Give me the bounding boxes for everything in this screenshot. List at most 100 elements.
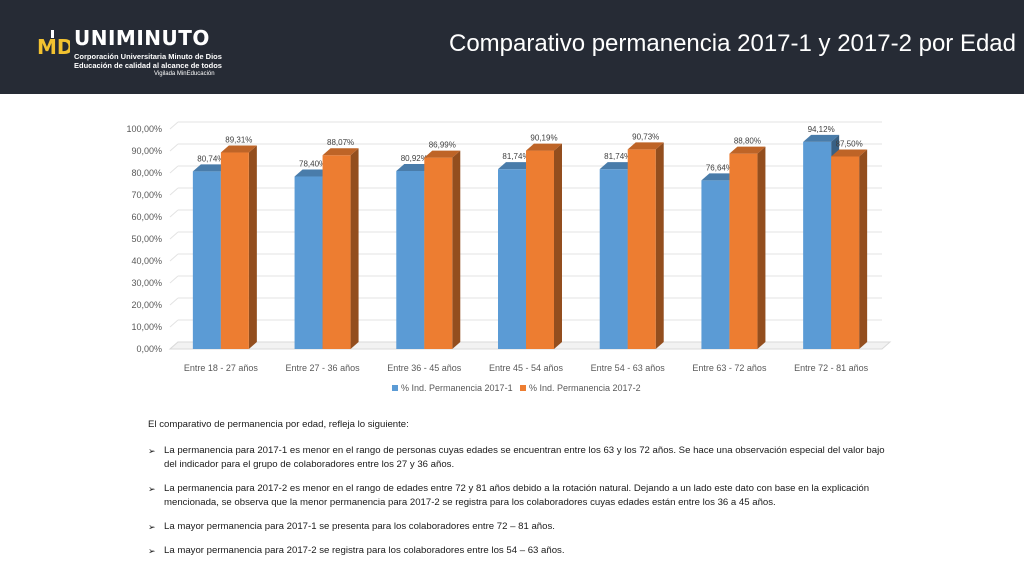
bar-top [729,146,766,154]
data-label: 81,74% [502,152,529,161]
gridline-side [169,121,179,130]
logo-tagline-3: Vigilada MinEducación [154,71,215,77]
x-tick-label: Entre 72 - 81 años [794,363,869,373]
bar-top [803,134,840,142]
svg-text:MD: MD [37,35,70,59]
gridline-side [169,231,179,240]
list-item: ➢ La permanencia para 2017-1 es menor en … [148,444,888,472]
arrow-bullet-icon: ➢ [148,522,156,532]
bar [498,169,526,349]
y-tick-label: 20,00% [131,300,162,310]
bar-top [831,149,868,157]
bar-top [701,173,738,181]
gridline-side [169,143,179,152]
page-title: Comparativo permanencia 2017-1 y 2017-2 … [448,30,1016,57]
bar-top [192,164,229,172]
gridline-side [169,275,179,284]
y-tick-label: 90,00% [131,146,162,156]
gridline-side [169,209,179,218]
bar [803,141,832,349]
list-item-text: La mayor permanencia para 2017-2 se regi… [164,545,565,556]
bar-top [627,142,664,150]
summary-intro: El comparativo de permanencia por edad, … [148,419,409,430]
logo-tagline-2: Educación de calidad al alcance de todos [74,61,222,70]
arrow-bullet-icon: ➢ [148,546,156,556]
data-label: 88,80% [734,137,761,146]
list-item: ➢ La permanencia para 2017-2 es menor en … [148,482,888,510]
bar-top [220,145,257,153]
summary-text: El comparativo de permanencia por edad, … [148,418,888,568]
list-item: ➢ La mayor permanencia para 2017-1 se pre… [148,520,888,534]
logo-tagline-1: Corporación Universitaria Minuto de Dios [74,52,222,61]
y-tick-label: 30,00% [131,278,162,288]
y-tick-label: 60,00% [131,212,162,222]
bar-top [424,150,461,158]
bar [599,169,628,349]
legend-swatch [520,385,526,391]
bar-top [599,162,636,170]
y-tick-label: 50,00% [131,234,162,244]
data-label: 90,73% [632,132,659,141]
data-label: 80,92% [401,154,428,163]
x-tick-label: Entre 27 - 36 años [286,363,361,373]
gridline-side [169,297,179,306]
uniminuto-logo: MD UNIMINUTO Corporación Universitaria M… [36,24,236,84]
x-tick-label: Entre 54 - 63 años [591,363,666,373]
bar [396,170,425,349]
y-tick-label: 10,00% [131,322,162,332]
x-tick-label: Entre 45 - 54 años [489,363,564,373]
bar [322,155,351,349]
data-label: 87,50% [836,140,863,149]
data-label: 78,40% [299,160,326,169]
logo-name: UNIMINUTO [74,26,210,50]
list-item: ➢ La mayor permanencia para 2017-2 se reg… [148,544,888,558]
legend-label: % Ind. Permanencia 2017-1 [401,383,513,393]
data-label: 81,74% [604,152,631,161]
arrow-bullet-icon: ➢ [148,446,156,456]
bar-side [859,149,868,349]
bar [192,171,221,349]
list-item-text: La permanencia para 2017-1 es menor en e… [164,445,885,470]
y-tick-label: 80,00% [131,168,162,178]
list-item-text: La permanencia para 2017-2 es menor en e… [164,483,870,508]
data-label: 90,19% [530,134,557,143]
header-bar: MD UNIMINUTO Corporación Universitaria M… [0,0,1024,94]
bar-top [294,169,331,177]
bar-top [322,148,359,156]
bar [831,156,860,349]
data-label: 80,74% [197,154,224,163]
data-label: 89,31% [225,136,252,145]
data-label: 76,64% [706,163,733,172]
data-label: 88,07% [327,138,354,147]
summary-list: ➢ La permanencia para 2017-1 es menor en … [148,444,888,558]
bar-side [452,150,461,349]
x-tick-label: Entre 36 - 45 años [387,363,462,373]
y-tick-label: 100,00% [126,124,162,134]
y-tick-label: 40,00% [131,256,162,266]
bar-chart: 0,00% 10,00% 20,00% 30,00% 40,00% 50,00% 60,00… [126,121,892,393]
gridline-side [169,319,179,328]
bar [294,176,323,349]
x-tick-label: Entre 18 - 27 años [184,363,259,373]
x-tick-label: Entre 63 - 72 años [692,363,767,373]
bar [220,152,249,349]
data-label: 94,12% [808,125,835,134]
bar-side [655,142,664,349]
md-logo-icon: MD [36,30,70,59]
bar-side [248,145,257,349]
bar-top [396,163,433,171]
arrow-bullet-icon: ➢ [148,484,156,494]
y-tick-label: 0,00% [136,344,162,354]
bar-top [526,143,562,151]
bar [627,149,656,349]
y-tick-label: 70,00% [131,190,162,200]
bar [424,157,453,349]
legend-label: % Ind. Permanencia 2017-2 [529,383,641,393]
bar [526,150,554,349]
bar [729,153,758,349]
legend-swatch [392,385,398,391]
data-label: 86,99% [429,141,456,150]
bar-side [554,143,562,349]
gridline-side [169,187,179,196]
bar-side [757,146,766,349]
